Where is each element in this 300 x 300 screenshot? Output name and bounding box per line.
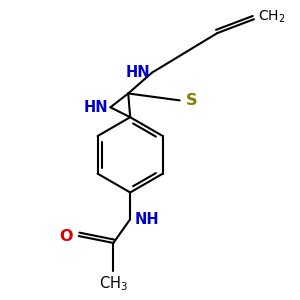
Text: S: S [186, 93, 197, 108]
Text: HN: HN [125, 65, 150, 80]
Text: CH$_3$: CH$_3$ [99, 274, 128, 293]
Text: CH$_2$: CH$_2$ [258, 9, 285, 26]
Text: HN: HN [84, 100, 108, 115]
Text: NH: NH [134, 212, 159, 227]
Text: O: O [59, 229, 73, 244]
